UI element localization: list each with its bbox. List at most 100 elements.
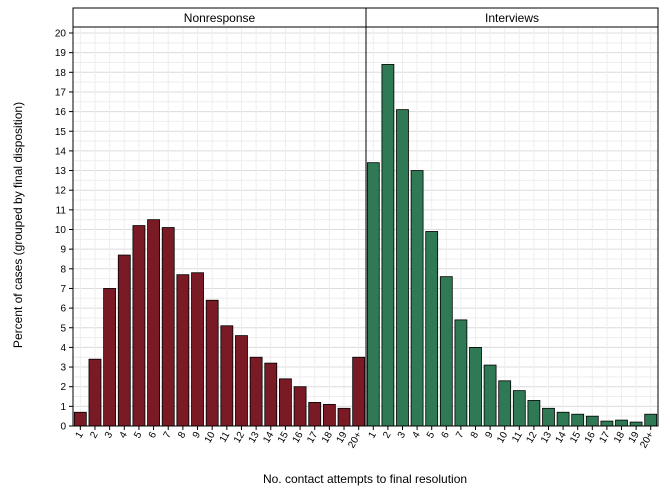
x-tick-label: 7 (454, 430, 467, 441)
y-tick-label: 10 (55, 225, 67, 236)
bar-interviews-5 (425, 231, 439, 427)
bar-interviews-20+ (644, 413, 658, 427)
y-tick-label: 12 (55, 186, 67, 197)
bar-nonresponse-1 (73, 411, 87, 427)
y-tick-label: 8 (60, 264, 66, 275)
y-tick-label: 7 (60, 284, 66, 295)
bar-nonresponse-20+ (352, 356, 366, 427)
bar-interviews-19 (629, 421, 643, 427)
bar-nonresponse-6 (147, 219, 160, 427)
x-tick-label: 8 (469, 430, 482, 441)
bar-nonresponse-17 (308, 402, 322, 427)
x-tick-label: 18 (612, 430, 627, 446)
bar-nonresponse-9 (191, 272, 204, 427)
bar-interviews-15 (571, 413, 585, 427)
y-tick-label: 5 (60, 323, 66, 334)
y-tick-label: 6 (60, 304, 66, 315)
x-tick-label: 12 (524, 430, 539, 446)
bar-nonresponse-3 (103, 288, 117, 427)
bar-nonresponse-4 (117, 254, 131, 427)
panel-background (366, 27, 658, 426)
y-tick-label: 13 (55, 166, 67, 177)
x-tick-label: 8 (176, 430, 189, 441)
y-tick-label: 9 (60, 245, 66, 256)
y-tick-label: 0 (60, 422, 66, 433)
bar-nonresponse-8 (176, 274, 190, 427)
y-tick-label: 17 (55, 87, 67, 98)
x-tick-label: 3 (103, 430, 116, 441)
bar-nonresponse-10 (205, 299, 219, 427)
bar-nonresponse-15 (279, 378, 292, 427)
x-tick-label: 6 (147, 430, 160, 441)
bar-interviews-9 (483, 364, 497, 427)
x-tick-label: 13 (539, 430, 554, 446)
x-tick-label: 9 (191, 430, 204, 441)
x-tick-label: 2 (381, 430, 394, 441)
x-tick-label: 18 (320, 430, 335, 446)
bar-interviews-2 (381, 64, 395, 427)
x-tick-label: 20+ (638, 430, 656, 450)
bar-interviews-6 (439, 276, 453, 427)
bar-nonresponse-5 (132, 225, 146, 427)
x-tick-label: 15 (276, 430, 291, 446)
bar-nonresponse-19 (337, 407, 351, 427)
bar-nonresponse-2 (88, 358, 102, 427)
x-tick-label: 12 (232, 430, 247, 446)
x-tick-label: 10 (495, 430, 510, 446)
bar-interviews-12 (527, 400, 541, 427)
y-tick-label: 16 (55, 107, 67, 118)
x-tick-label: 10 (203, 430, 218, 446)
x-tick-label: 1 (74, 430, 87, 441)
x-axis-title: No. contact attempts to final resolution (263, 472, 467, 486)
y-tick-label: 15 (55, 127, 67, 138)
bar-nonresponse-11 (220, 325, 234, 427)
bar-nonresponse-13 (249, 356, 263, 427)
x-tick-label: 1 (367, 430, 380, 441)
x-tick-label: 7 (162, 430, 175, 441)
x-tick-label: 4 (118, 430, 131, 441)
x-tick-label: 5 (132, 430, 145, 441)
bar-interviews-4 (410, 170, 424, 427)
bar-nonresponse-14 (264, 362, 278, 427)
x-tick-label: 14 (261, 430, 276, 446)
x-tick-label: 14 (554, 430, 569, 446)
x-tick-label: 19 (335, 430, 350, 446)
x-tick-label: 16 (291, 430, 306, 446)
y-tick-label: 3 (60, 363, 66, 374)
x-tick-label: 6 (440, 430, 453, 441)
y-tick-label: 4 (60, 343, 66, 354)
x-tick-label: 11 (218, 430, 233, 445)
x-tick-label: 19 (627, 430, 642, 446)
y-tick-label: 11 (56, 205, 67, 216)
bar-nonresponse-12 (235, 335, 248, 427)
bar-interviews-14 (556, 411, 570, 427)
x-tick-label: 9 (483, 430, 496, 441)
bar-interviews-11 (512, 390, 526, 427)
panel-title: Interviews (485, 11, 539, 25)
bar-interviews-7 (454, 319, 468, 427)
x-tick-label: 4 (410, 430, 423, 441)
bar-interviews-3 (396, 109, 409, 427)
y-axis-title: Percent of cases (grouped by final dispo… (11, 102, 25, 348)
x-tick-label: 17 (597, 430, 612, 446)
y-tick-label: 20 (55, 29, 67, 40)
panel-title: Nonresponse (184, 11, 256, 25)
x-tick-label: 20+ (346, 430, 364, 450)
x-tick-label: 13 (247, 430, 262, 446)
x-tick-label: 11 (510, 430, 525, 445)
x-tick-label: 17 (305, 430, 320, 446)
bar-interviews-8 (469, 346, 482, 427)
bar-interviews-13 (542, 407, 555, 427)
x-tick-label: 16 (583, 430, 598, 446)
y-tick-label: 2 (60, 382, 66, 393)
x-tick-label: 2 (88, 430, 101, 441)
y-tick-label: 14 (55, 146, 67, 157)
panel-frame (365, 26, 659, 427)
bar-interviews-10 (498, 380, 512, 427)
bar-nonresponse-16 (293, 386, 307, 427)
bar-nonresponse-7 (161, 227, 175, 427)
y-tick-label: 1 (60, 402, 66, 413)
bar-interviews-16 (585, 415, 599, 427)
